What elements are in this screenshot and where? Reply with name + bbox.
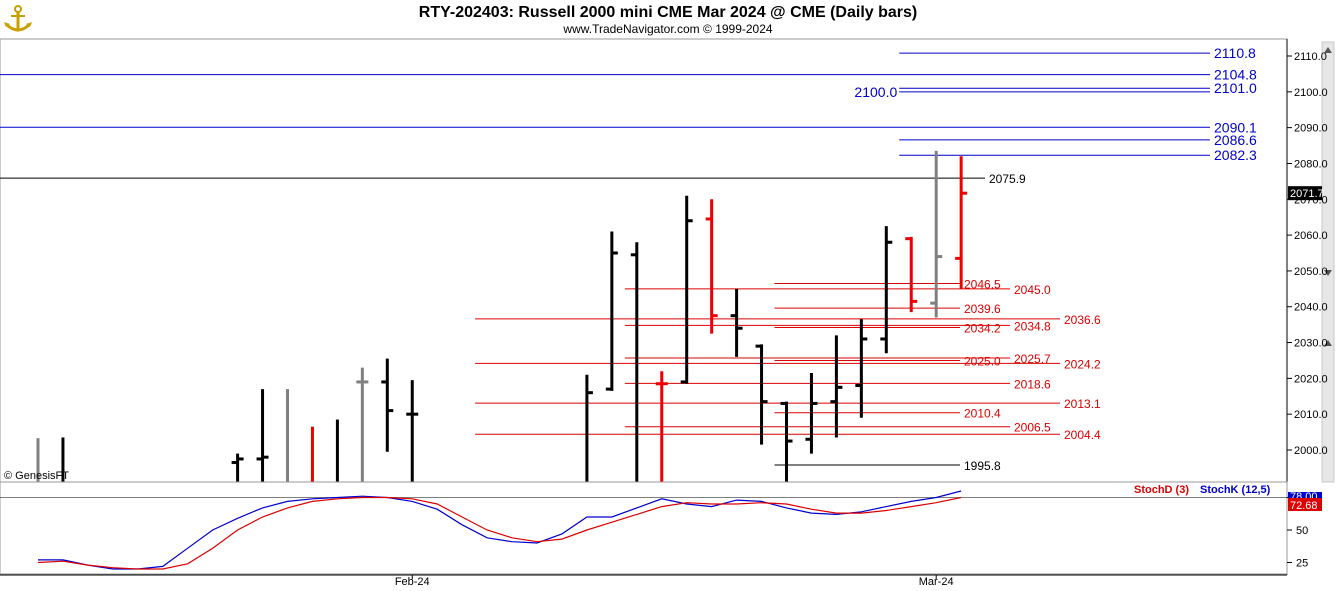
stoch-tick-label: 25 (1296, 558, 1308, 570)
level-label: 2046.5 (964, 277, 1001, 291)
price-axis: 2000.0 2010.0 2020.0 2030.0 2040.0 2050.0 2060… (1287, 51, 1328, 457)
date-tick-label: Feb-24 (395, 576, 430, 588)
chart-subtitle: www.TradeNavigator.com © 1999-2024 (562, 22, 772, 36)
last-price-label: 2071.7 (1290, 188, 1324, 200)
scroll-up-arrow-icon[interactable] (1324, 340, 1332, 346)
level-label: 2018.6 (1014, 377, 1051, 391)
price-tick-label: 2050.0 (1294, 266, 1328, 278)
level-label: 2010.4 (964, 407, 1001, 421)
scroll-down-arrow-icon[interactable] (1324, 270, 1332, 276)
level-label: 2024.2 (1064, 357, 1101, 371)
stoch-tick-label: 50 (1296, 525, 1308, 537)
level-label: 2025.0 (964, 354, 1001, 368)
price-tick-label: 2090.0 (1294, 123, 1328, 135)
price-tick-label: 2030.0 (1294, 338, 1328, 350)
stoch-d-value: 72.68 (1290, 500, 1318, 512)
price-bars (36, 150, 968, 482)
level-label: 2036.6 (1064, 313, 1101, 327)
level-label: 2045.0 (1014, 283, 1051, 297)
level-label: 2075.9 (989, 172, 1026, 186)
legend-stoch-k: StochK (12,5) (1200, 484, 1271, 496)
level-label: 2082.3 (1214, 147, 1257, 163)
price-tick-label: 2040.0 (1294, 302, 1328, 314)
date-tick-label: Mar-24 (919, 576, 954, 588)
price-tick-label: 2010.0 (1294, 409, 1328, 421)
logo (2, 2, 36, 36)
stoch-d-line (37, 496, 962, 570)
price-tick-label: 2080.0 (1294, 158, 1328, 170)
price-tick-label: 2100.0 (1294, 87, 1328, 99)
price-tick-label: 2110.0 (1294, 51, 1327, 63)
level-label: 2006.5 (1014, 421, 1051, 435)
level-label: 2025.7 (1014, 352, 1051, 366)
level-label: 2034.8 (1014, 319, 1051, 333)
date-axis: Feb-24 Mar-24 (395, 575, 954, 588)
gold-anchor-logo-icon (4, 5, 32, 32)
price-tick-label: 2060.0 (1294, 230, 1328, 242)
price-tick-label: 2020.0 (1294, 373, 1328, 385)
watermark: © GenesisFT (4, 470, 69, 482)
level-label: 2004.4 (1064, 428, 1101, 442)
scroll-up-arrow-icon[interactable] (1324, 47, 1332, 53)
level-label: 2086.6 (1214, 132, 1257, 148)
level-label: 2104.8 (1214, 67, 1257, 83)
level-label: 2039.6 (964, 302, 1001, 316)
level-label: 2101.0 (1214, 80, 1257, 96)
last-price-tag: 2071.7 (1288, 186, 1324, 201)
level-label: 2013.1 (1064, 397, 1101, 411)
level-label: 2090.1 (1214, 119, 1257, 135)
level-label: 2110.8 (1214, 45, 1256, 61)
level-label: 2034.2 (964, 322, 1001, 336)
price-scrollbar[interactable] (1321, 41, 1335, 483)
stoch-panel-frame (0, 481, 1288, 575)
level-label: 2100.0 (854, 84, 897, 100)
stoch-k-line (38, 490, 962, 570)
level-label: 1995.8 (964, 459, 1001, 473)
stoch-lines (37, 490, 962, 570)
price-panel-frame (0, 38, 1288, 483)
legend-stoch-d: StochD (3) (1134, 484, 1189, 496)
stoch-value-tags: 78.00 72.68 (1288, 491, 1322, 512)
price-tick-label: 2000.0 (1294, 445, 1328, 457)
chart-title: RTY-202403: Russell 2000 mini CME Mar 20… (419, 4, 917, 21)
